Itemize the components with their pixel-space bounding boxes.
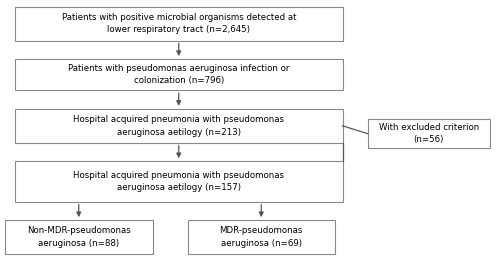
Text: Patients with pseudomonas aeruginosa infection or
colonization (n=796): Patients with pseudomonas aeruginosa inf… [68,64,290,85]
Text: MDR-pseudomonas
aeruginosa (n=69): MDR-pseudomonas aeruginosa (n=69) [220,226,303,248]
FancyBboxPatch shape [368,119,490,148]
FancyBboxPatch shape [15,59,342,90]
Text: With excluded criterion
(n=56): With excluded criterion (n=56) [378,123,479,144]
Text: Patients with positive microbial organisms detected at
lower respiratory tract (: Patients with positive microbial organis… [62,13,296,34]
FancyBboxPatch shape [15,161,342,202]
Text: Hospital acquired pneumonia with pseudomonas
aeruginosa aetilogy (n=213): Hospital acquired pneumonia with pseudom… [74,115,284,137]
Text: Non-MDR-pseudomonas
aeruginosa (n=88): Non-MDR-pseudomonas aeruginosa (n=88) [27,226,130,248]
FancyBboxPatch shape [188,220,335,254]
Text: Hospital acquired pneumonia with pseudomonas
aeruginosa aetilogy (n=157): Hospital acquired pneumonia with pseudom… [74,171,284,192]
FancyBboxPatch shape [15,109,342,143]
FancyBboxPatch shape [5,220,152,254]
FancyBboxPatch shape [15,7,342,41]
